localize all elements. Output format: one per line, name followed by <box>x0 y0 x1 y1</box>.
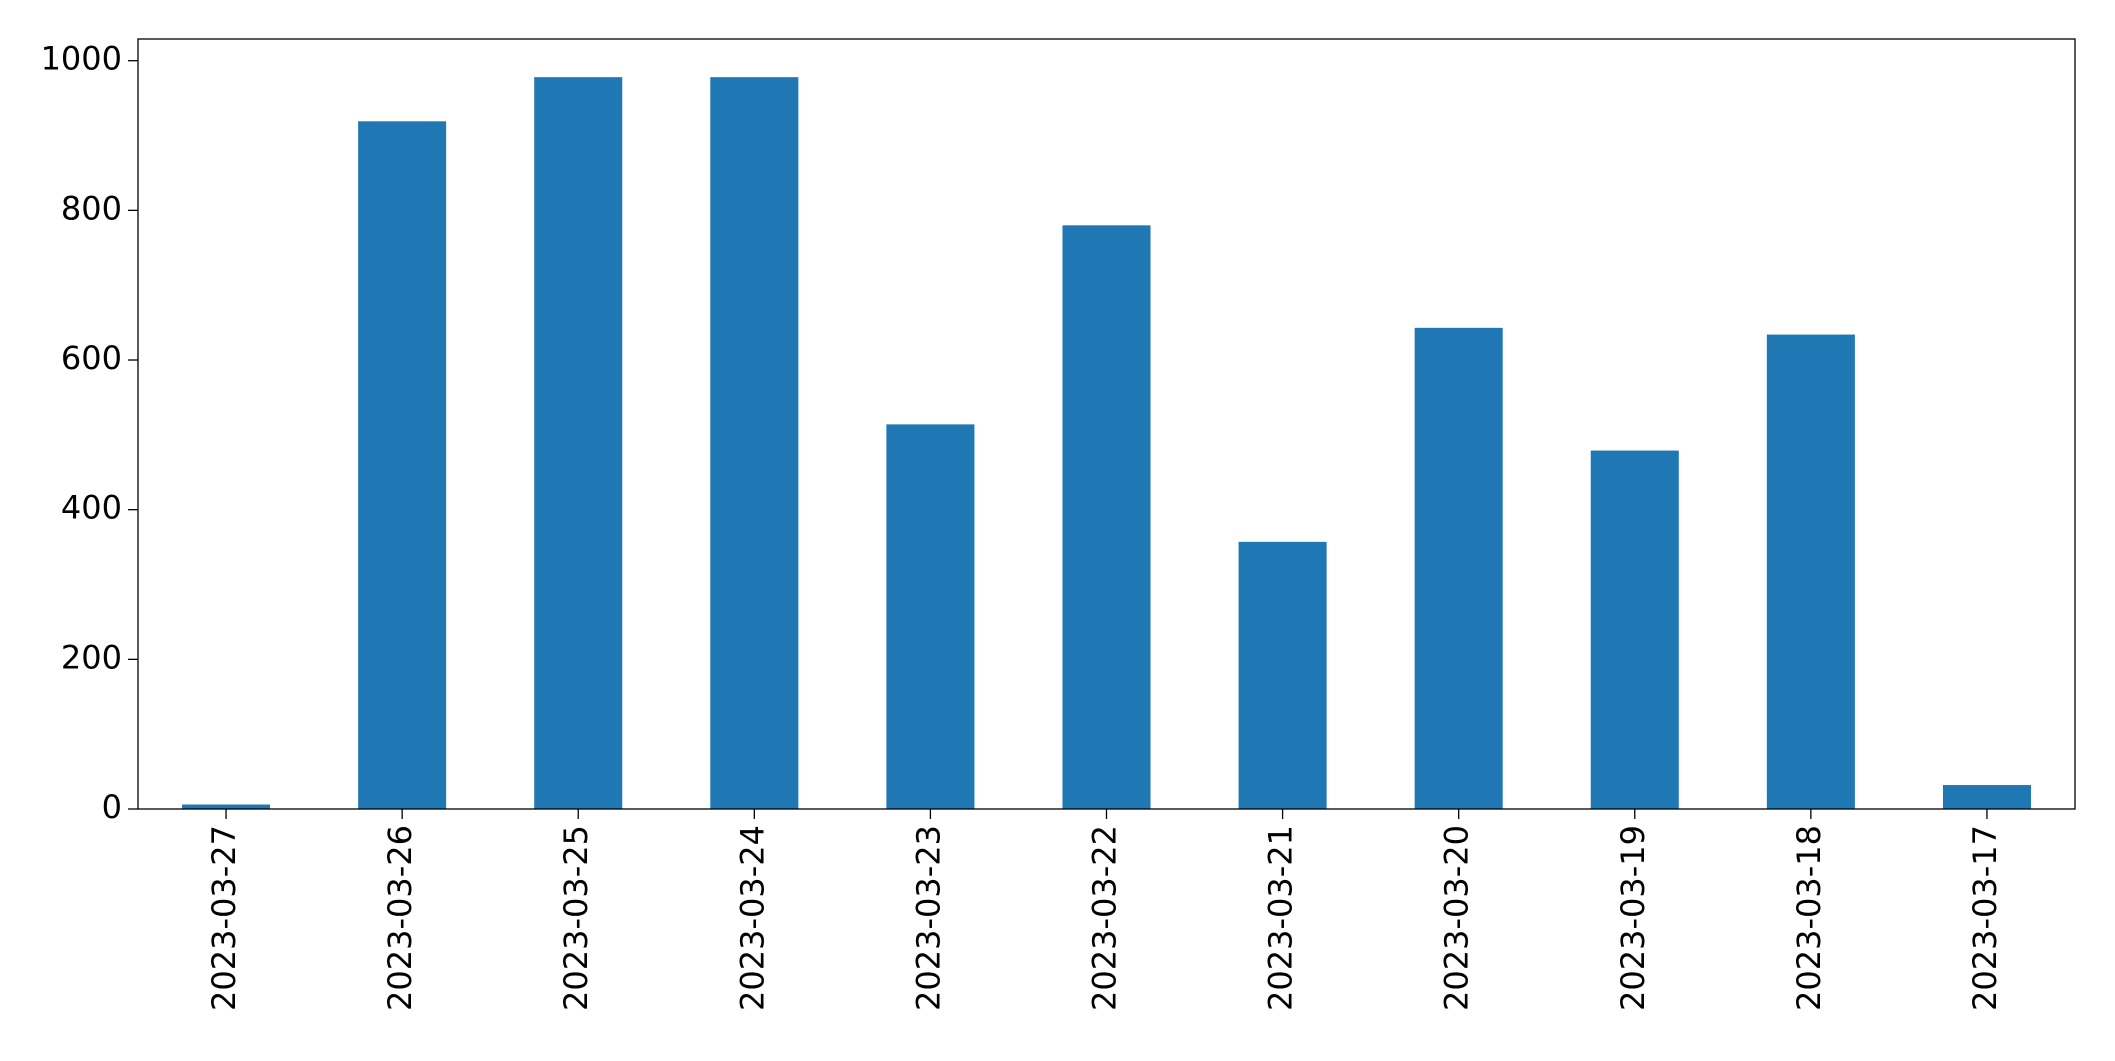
x-tick-label: 2023-03-22 <box>1086 825 1124 1011</box>
bar <box>1238 541 1327 809</box>
x-tick-label: 2023-03-24 <box>733 825 771 1011</box>
bar <box>534 77 623 809</box>
bar <box>1414 327 1503 809</box>
bar <box>1590 450 1679 809</box>
x-tick-label: 2023-03-27 <box>205 825 243 1011</box>
x-tick-label: 2023-03-23 <box>909 825 947 1011</box>
y-tick-label: 0 <box>102 788 122 826</box>
bar <box>1062 225 1151 809</box>
y-tick-label: 200 <box>61 638 122 676</box>
x-tick-label: 2023-03-20 <box>1438 825 1476 1011</box>
x-tick-label: 2023-03-18 <box>1790 825 1828 1011</box>
y-tick-label: 600 <box>61 339 122 377</box>
bar <box>182 804 271 809</box>
y-tick-label: 400 <box>61 489 122 527</box>
y-tick-label: 1000 <box>41 40 122 78</box>
y-tick-label: 800 <box>61 189 122 227</box>
bar <box>886 424 975 809</box>
bar <box>710 77 799 809</box>
x-tick-label: 2023-03-19 <box>1614 825 1652 1011</box>
plot-frame <box>137 38 2076 810</box>
x-tick-label: 2023-03-17 <box>1966 825 2004 1011</box>
bar <box>358 121 447 809</box>
bar <box>1766 334 1855 809</box>
x-tick-label: 2023-03-26 <box>381 825 419 1011</box>
x-tick-label: 2023-03-21 <box>1262 825 1300 1011</box>
bar <box>1942 785 2031 809</box>
x-tick-label: 2023-03-25 <box>557 825 595 1011</box>
